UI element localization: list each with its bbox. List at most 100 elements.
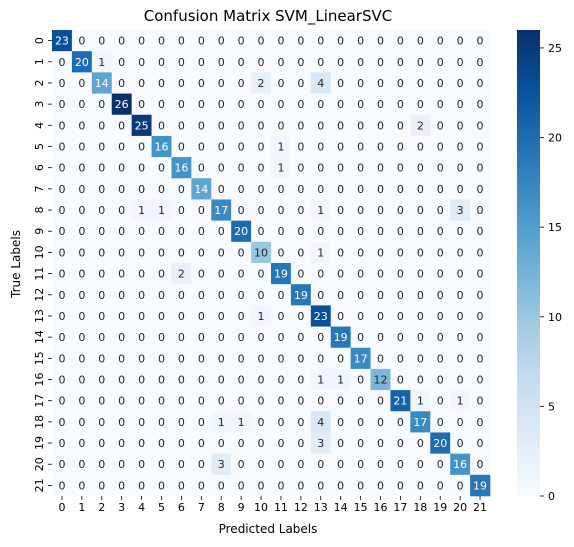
cell-value-label: 0 [238, 141, 245, 154]
heatmap-grid: 23 0 0 0 0 0 0 0 0 0 0 0 0 0 0 0 0 0 0 0 0 00 20 1 0 0 0 0 0 0 0 0 0 0 0 0 0… [52, 30, 491, 497]
heatmap-cell [111, 241, 132, 264]
cell-value-label: 0 [178, 119, 185, 132]
heatmap-cell [211, 135, 232, 158]
cell-value-label: 0 [138, 352, 145, 365]
x-tick-label: 18 [413, 501, 427, 514]
cell-value-label: 0 [277, 437, 284, 450]
cell-value-label: 0 [457, 246, 464, 259]
cell-value-label: 0 [337, 162, 344, 175]
heatmap-cell [52, 135, 73, 158]
heatmap-cell [131, 51, 152, 73]
heatmap-cell [310, 93, 332, 116]
heatmap-cell [271, 432, 292, 454]
y-tick-label: 19 [33, 436, 46, 450]
heatmap-cell [111, 411, 132, 433]
cell-value-label: 0 [297, 119, 304, 132]
y-tick-label: 3 [33, 101, 46, 108]
heatmap-cell [310, 30, 332, 52]
cell-value-label: 0 [198, 416, 205, 429]
cell-value-label: 0 [158, 310, 165, 323]
heatmap-cell [430, 72, 451, 94]
heatmap-cell [390, 199, 411, 221]
cell-value-label: 0 [158, 458, 165, 471]
cell-value-label: 0 [218, 98, 225, 111]
cell-value-label: 0 [238, 268, 245, 281]
heatmap-cell [171, 432, 192, 454]
heatmap-cell [191, 432, 212, 454]
cell-value-label: 0 [238, 183, 245, 196]
cell-value-label: 0 [277, 183, 284, 196]
cell-value-label: 0 [118, 374, 125, 387]
heatmap-cell [131, 368, 152, 391]
cell-value-label: 0 [417, 458, 424, 471]
cell-value-label: 0 [417, 204, 424, 217]
cell-value-label: 0 [297, 35, 304, 48]
cell-value-label: 0 [98, 268, 105, 281]
heatmap-cell [370, 30, 391, 52]
cell-value-label: 0 [357, 56, 364, 69]
cell-value-label: 0 [317, 56, 324, 69]
heatmap-cell [410, 51, 431, 73]
cell-value-label: 0 [198, 374, 205, 387]
cell-value-label: 0 [118, 458, 125, 471]
cell-value-label: 0 [397, 352, 404, 365]
cell-value-label: 0 [118, 204, 125, 217]
y-tick-label: 12 [33, 288, 46, 302]
heatmap-cell [290, 30, 312, 52]
heatmap-cell [390, 347, 411, 370]
cell-value-label: 0 [337, 310, 344, 323]
x-axis-label: Predicted Labels [219, 522, 318, 536]
heatmap-cell [470, 284, 491, 306]
cell-value-label: 1 [317, 374, 324, 387]
heatmap-cell [271, 72, 292, 94]
heatmap-cell [450, 135, 471, 158]
y-tick-label: 9 [33, 228, 46, 235]
cell-value-label: 0 [277, 204, 284, 217]
cell-value-label: 0 [178, 225, 185, 238]
cell-value-label: 0 [337, 268, 344, 281]
heatmap-cell [52, 432, 73, 454]
heatmap-cell [470, 474, 491, 497]
cell-value-label: 0 [58, 352, 65, 365]
cell-value-label: 0 [437, 162, 444, 175]
heatmap-cell [171, 474, 192, 497]
cell-value-label: 0 [437, 479, 444, 492]
heatmap-cell [310, 157, 332, 179]
heatmap-cell [271, 178, 292, 200]
heatmap-cell [91, 368, 113, 391]
cell-value-label: 0 [78, 225, 85, 238]
chart-title: Confusion Matrix SVM_LinearSVC [144, 7, 392, 26]
heatmap-cell [450, 72, 471, 94]
cell-value-label: 23 [55, 35, 69, 48]
heatmap-cell [71, 432, 93, 454]
cell-value-label: 0 [297, 458, 304, 471]
heatmap-cell [251, 220, 272, 243]
heatmap-cell [390, 474, 411, 497]
cell-value-label: 0 [437, 56, 444, 69]
cell-value-label: 0 [437, 246, 444, 259]
cell-value-label: 0 [258, 458, 265, 471]
x-tick-label: 9 [238, 501, 245, 514]
cell-value-label: 0 [218, 289, 225, 302]
cell-value-label: 0 [337, 204, 344, 217]
heatmap-cell [251, 51, 272, 73]
heatmap-cell [290, 114, 312, 137]
heatmap-cell [330, 284, 351, 306]
cell-value-label: 0 [317, 225, 324, 238]
cell-value-label: 0 [78, 458, 85, 471]
cell-value-label: 0 [138, 416, 145, 429]
cell-value-label: 1 [317, 204, 324, 217]
heatmap-cell [450, 93, 471, 116]
heatmap-cell [211, 347, 232, 370]
cell-value-label: 0 [158, 479, 165, 492]
cell-value-label: 0 [337, 246, 344, 259]
heatmap-cell [211, 432, 232, 454]
heatmap-cell [71, 263, 93, 285]
cell-value-label: 0 [138, 77, 145, 90]
heatmap-cell [52, 241, 73, 264]
heatmap-cell [430, 390, 451, 412]
heatmap-cell [91, 51, 113, 73]
cell-value-label: 0 [178, 246, 185, 259]
heatmap-cell [52, 263, 73, 285]
cell-value-label: 0 [178, 204, 185, 217]
